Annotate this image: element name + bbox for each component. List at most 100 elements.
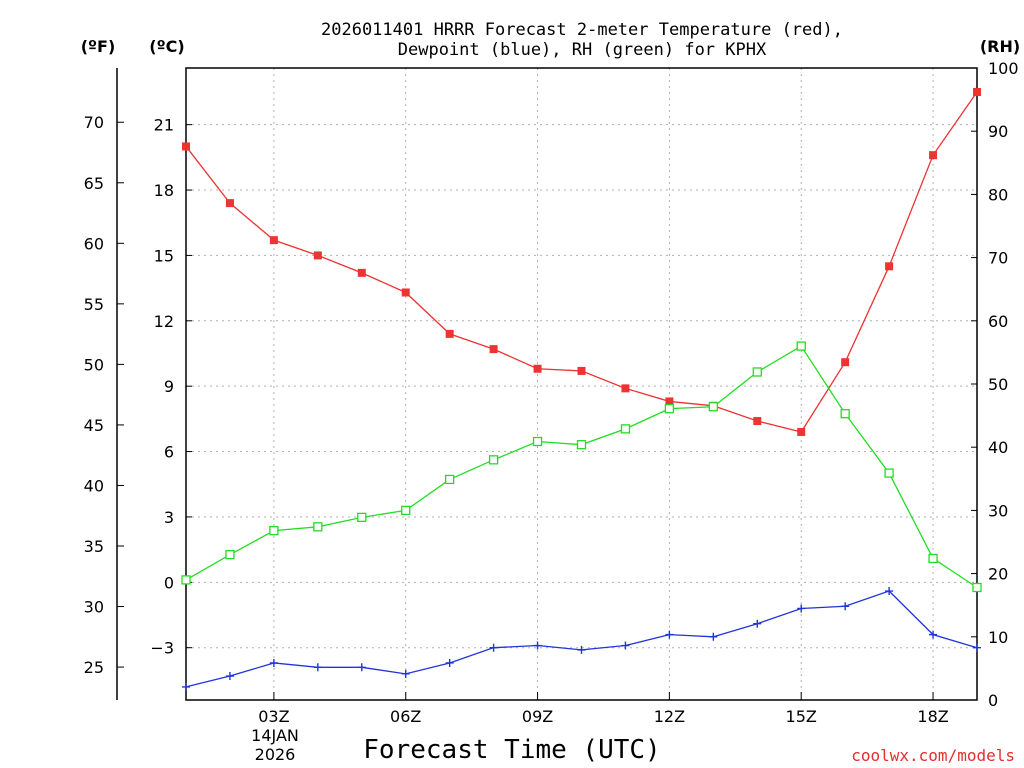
axes: 03Z 06Z 09Z 12Z 15Z 18Z −3 0 3 6 9 12 15 18 21 25 30 35 40… <box>84 59 1019 726</box>
rh-tick-label: 90 <box>988 122 1008 141</box>
x-tick-label: 15Z <box>786 707 817 726</box>
2-meter-temperature-point <box>269 236 278 245</box>
fahrenheit-tick-label: 45 <box>84 416 104 435</box>
rh-point <box>225 549 235 560</box>
credit-label: coolwx.com/models <box>851 746 1015 765</box>
x-tick-label: 12Z <box>654 707 685 726</box>
rh-point <box>181 575 191 585</box>
celsius-tick-label: 18 <box>154 181 174 200</box>
celsius-tick-label: 9 <box>164 377 174 396</box>
rh-point <box>576 440 587 450</box>
dewpoint-point <box>621 641 630 650</box>
rh-point <box>357 512 367 523</box>
rh-tick-label: 20 <box>988 565 1008 584</box>
rh-unit-label: (RH) <box>980 37 1020 56</box>
fahrenheit-tick-label: 65 <box>84 174 104 193</box>
celsius-unit-label: (ºC) <box>149 37 184 56</box>
fahrenheit-tick-label: 55 <box>84 295 104 314</box>
date-label-year: 2026 <box>255 745 296 764</box>
celsius-tick-label: 6 <box>164 443 174 462</box>
dewpoint-point <box>533 641 542 650</box>
dewpoint-point <box>489 643 498 652</box>
dewpoint-point <box>665 630 674 639</box>
2-meter-temperature-line <box>185 91 978 433</box>
celsius-tick-label: 15 <box>154 246 174 265</box>
rh-tick-label: 100 <box>988 59 1019 78</box>
dewpoint-point <box>445 658 454 667</box>
dewpoint-point <box>225 672 234 681</box>
x-tick-label: 03Z <box>258 707 289 726</box>
2-meter-temperature-point <box>401 288 410 297</box>
rh-point <box>401 505 411 516</box>
dewpoint-point <box>709 632 718 641</box>
rh-point <box>884 468 894 478</box>
dewpoint-line <box>185 590 978 688</box>
rh-tick-label: 0 <box>988 691 998 710</box>
rh-point <box>928 553 938 564</box>
dewpoint-point <box>929 630 938 639</box>
dewpoint-point <box>401 669 410 678</box>
grid <box>186 68 977 700</box>
rh-tick-label: 80 <box>988 185 1008 204</box>
2-meter-temperature-point <box>621 384 630 393</box>
fahrenheit-tick-label: 35 <box>84 537 104 556</box>
dewpoint-point <box>797 604 806 613</box>
date-label-day: 14JAN <box>251 726 299 745</box>
2-meter-temperature-point <box>753 417 762 426</box>
rh-point <box>840 409 850 419</box>
2-meter-temperature-point <box>665 397 674 406</box>
plot-frame <box>185 67 978 701</box>
2-meter-temperature-point <box>225 199 234 208</box>
2-meter-temperature-point <box>489 345 498 354</box>
x-tick-label: 06Z <box>390 707 421 726</box>
2-meter-temperature-point <box>533 364 542 373</box>
celsius-tick-label: 3 <box>164 508 174 527</box>
dewpoint-point <box>182 682 190 691</box>
rh-tick-label: 60 <box>988 312 1008 331</box>
2-meter-temperature-point <box>885 262 894 271</box>
fahrenheit-tick-label: 70 <box>84 113 104 132</box>
x-tick-label: 09Z <box>522 707 553 726</box>
rh-tick-label: 40 <box>988 438 1008 457</box>
2-meter-temperature-point <box>841 358 850 367</box>
dewpoint-point <box>841 602 850 611</box>
rh-point <box>752 367 762 377</box>
2-meter-temperature-point <box>973 87 981 96</box>
rh-point <box>620 424 631 434</box>
rh-tick-label: 10 <box>988 628 1008 647</box>
chart-title-line-1: 2026011401 HRRR Forecast 2-meter Tempera… <box>321 20 843 40</box>
fahrenheit-unit-label: (ºF) <box>81 37 116 56</box>
fahrenheit-tick-label: 40 <box>84 476 104 495</box>
2-meter-temperature-point <box>357 268 366 277</box>
rh-tick-label: 30 <box>988 501 1008 520</box>
fahrenheit-tick-label: 30 <box>84 598 104 617</box>
celsius-tick-label: 12 <box>154 312 174 331</box>
dewpoint-point <box>973 643 981 652</box>
dewpoint-point <box>577 645 586 654</box>
rh-tick-label: 50 <box>988 375 1008 394</box>
x-tick-label: 18Z <box>917 707 948 726</box>
chart-title-line-2: Dewpoint (blue), RH (green) for KPHX <box>398 40 767 60</box>
rh-point <box>972 582 982 593</box>
dewpoint-point <box>885 587 894 596</box>
celsius-tick-label: 21 <box>154 116 174 135</box>
fahrenheit-tick-label: 50 <box>84 355 104 374</box>
rh-tick-label: 70 <box>988 249 1008 268</box>
dewpoint-point <box>313 663 322 672</box>
celsius-tick-label: 0 <box>164 573 174 592</box>
dewpoint-point <box>753 619 762 628</box>
rh-line <box>185 345 978 589</box>
data-series <box>181 87 982 691</box>
2-meter-temperature-point <box>313 251 322 260</box>
rh-point <box>708 402 718 412</box>
fahrenheit-tick-label: 60 <box>84 234 104 253</box>
rh-point <box>796 341 806 351</box>
2-meter-temperature-point <box>445 329 454 338</box>
2-meter-temperature-point <box>577 366 586 375</box>
x-axis-title: Forecast Time (UTC) <box>363 735 660 765</box>
celsius-tick-label: −3 <box>150 639 174 658</box>
rh-point <box>313 522 323 532</box>
dewpoint-point <box>357 663 366 672</box>
dewpoint-point <box>269 658 278 667</box>
